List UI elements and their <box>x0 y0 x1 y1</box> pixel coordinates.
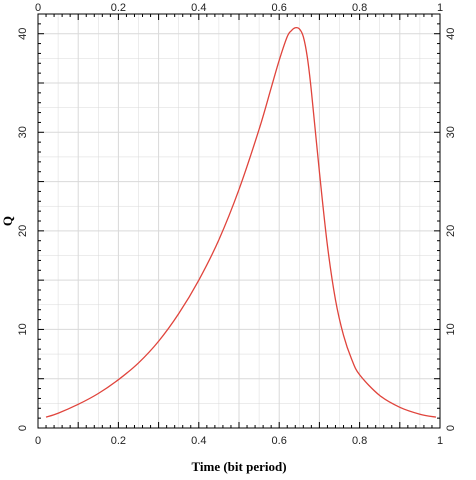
x-tick-label-top: 0 <box>35 2 41 14</box>
y-tick-label-left: 10 <box>17 323 29 335</box>
x-axis-title: Time (bit period) <box>191 459 286 474</box>
x-tick-label-bottom: 0.2 <box>111 435 126 447</box>
y-axis-title: Q <box>0 216 15 226</box>
y-tick-label-left: 0 <box>17 425 29 431</box>
x-tick-label-bottom: 0 <box>35 435 41 447</box>
series-line <box>45 26 437 418</box>
x-tick-label-top: 1 <box>437 2 443 14</box>
y-tick-label-left: 40 <box>17 28 29 40</box>
y-tick-label-left: 30 <box>17 126 29 138</box>
y-tick-label-right: 20 <box>445 225 457 237</box>
x-tick-label-bottom: 0.8 <box>352 435 367 447</box>
x-tick-label-top: 0.4 <box>191 2 206 14</box>
x-tick-label-top: 0.6 <box>272 2 287 14</box>
x-tick-label-bottom: 0.4 <box>191 435 206 447</box>
y-tick-label-left: 20 <box>17 225 29 237</box>
grid <box>37 14 441 429</box>
y-tick-label-right: 30 <box>445 126 457 138</box>
x-tick-label-top: 0.2 <box>111 2 126 14</box>
y-tick-label-right: 0 <box>445 425 457 431</box>
x-tick-label-top: 0.8 <box>352 2 367 14</box>
ticks <box>37 13 441 429</box>
x-tick-label-bottom: 1 <box>437 435 443 447</box>
y-tick-label-right: 10 <box>445 323 457 335</box>
x-tick-label-bottom: 0.6 <box>272 435 287 447</box>
y-tick-label-right: 40 <box>445 28 457 40</box>
